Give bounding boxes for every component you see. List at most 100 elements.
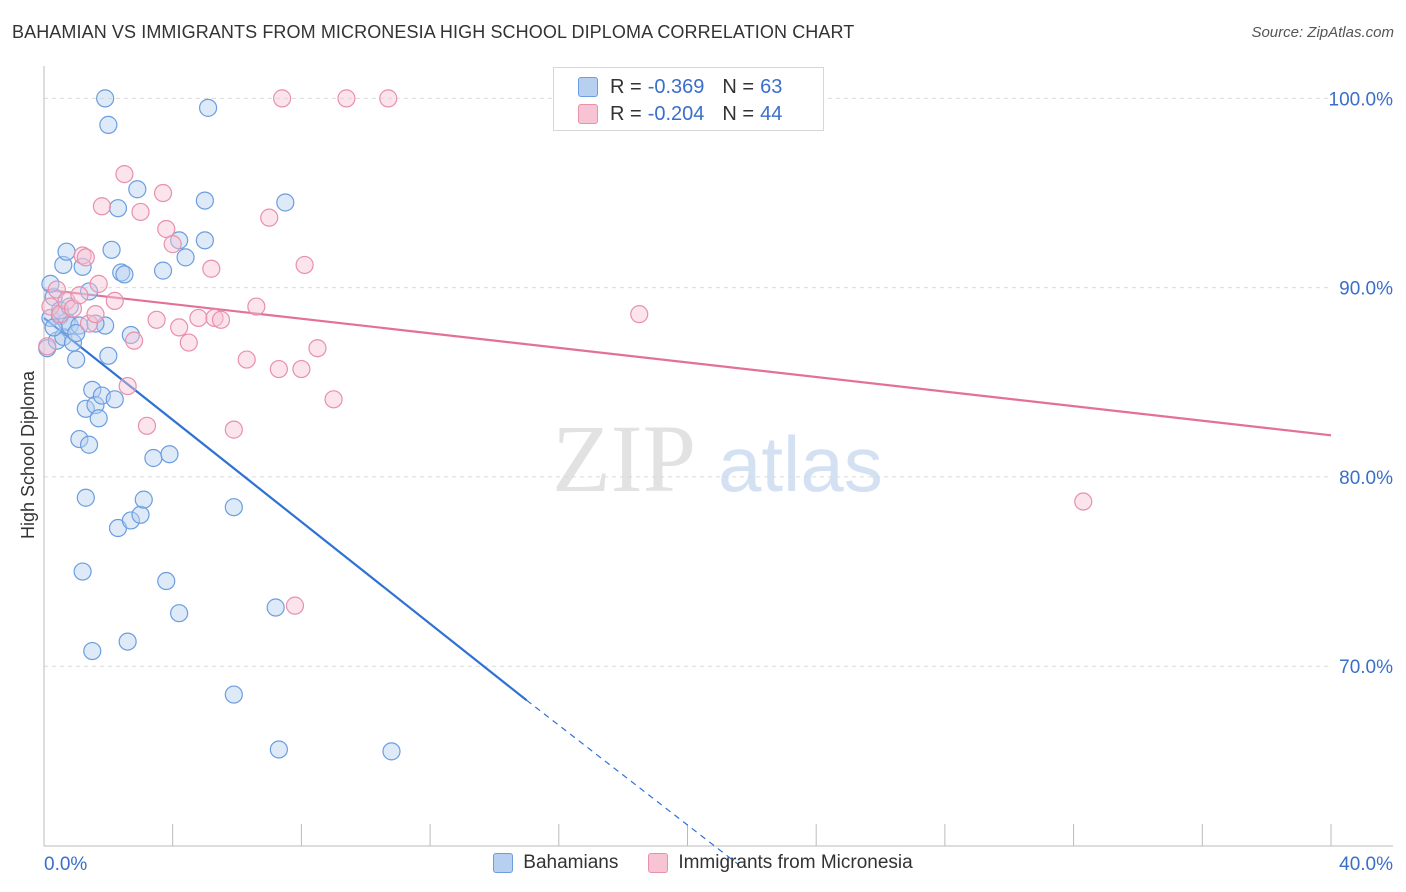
legend-n-value: 63	[760, 75, 783, 98]
point-bahamians	[76, 488, 95, 507]
y-tick-label: 90.0%	[1339, 279, 1393, 300]
point-bahamians	[79, 282, 99, 301]
legend-r-label: R =	[610, 75, 642, 98]
point-micronesia	[124, 331, 144, 350]
point-bahamians	[276, 193, 295, 212]
legend-r-label: R =	[610, 102, 642, 125]
point-micronesia	[247, 297, 266, 316]
point-bahamians	[176, 248, 195, 267]
point-micronesia	[118, 376, 137, 396]
point-bahamians	[134, 490, 153, 509]
point-bahamians	[118, 632, 137, 651]
point-bahamians	[99, 346, 118, 365]
y-axis-title: High School Diploma	[18, 370, 38, 539]
point-bahamians	[73, 562, 92, 581]
point-bahamians	[89, 409, 108, 428]
chart-title: BAHAMIAN VS IMMIGRANTS FROM MICRONESIA H…	[12, 22, 855, 42]
point-bahamians	[86, 314, 105, 333]
point-bahamians	[115, 265, 134, 284]
point-bahamians	[67, 350, 86, 369]
point-bahamians	[382, 742, 401, 761]
point-bahamians	[198, 98, 218, 117]
data-points	[38, 89, 1093, 761]
series-legend: Bahamians Immigrants from Micronesia	[0, 852, 1406, 874]
legend-swatch-blue	[493, 853, 514, 873]
legend-r-value: -0.369	[647, 75, 705, 98]
point-bahamians	[67, 323, 86, 343]
trend-line-bahamians-extension	[526, 699, 740, 866]
point-micronesia	[131, 202, 150, 222]
legend-item-micronesia[interactable]: Immigrants from Micronesia	[648, 852, 913, 874]
point-bahamians	[121, 511, 140, 530]
x-tick-label: 40.0%	[1339, 854, 1393, 875]
point-micronesia	[163, 235, 182, 254]
watermark: ZIP atlas	[552, 405, 883, 512]
axes	[43, 66, 1393, 847]
point-micronesia	[157, 219, 176, 239]
legend-row-bahamians: R = -0.369 N = 63	[578, 73, 782, 101]
point-bahamians	[99, 115, 118, 134]
point-bahamians	[70, 429, 89, 449]
point-micronesia	[38, 337, 57, 356]
point-micronesia	[79, 314, 99, 333]
point-micronesia	[147, 310, 166, 329]
point-micronesia	[170, 318, 189, 337]
point-bahamians	[112, 263, 131, 282]
point-micronesia	[630, 305, 649, 324]
legend-n-value: 44	[760, 102, 783, 125]
point-bahamians	[153, 261, 173, 280]
point-bahamians	[105, 390, 124, 409]
point-micronesia	[89, 274, 108, 293]
legend-r-value: -0.204	[647, 102, 705, 125]
trend-lines	[43, 288, 1332, 866]
legend-n-label: N =	[722, 75, 755, 98]
point-micronesia	[70, 286, 89, 305]
legend-row-micronesia: R = -0.204 N = 44	[578, 100, 782, 128]
trend-line-micronesia	[43, 288, 1332, 437]
y-tick-label: 100.0%	[1329, 89, 1394, 110]
point-bahamians	[224, 498, 243, 517]
point-bahamians	[108, 199, 128, 218]
point-bahamians	[76, 399, 95, 418]
point-bahamians	[102, 240, 121, 259]
point-micronesia	[189, 308, 208, 328]
legend-label-bahamians: Bahamians	[523, 852, 619, 873]
x-tick-label: 0.0%	[44, 854, 87, 875]
watermark-zip: ZIP	[552, 405, 696, 512]
point-micronesia	[269, 359, 288, 379]
point-bahamians	[195, 231, 214, 250]
point-micronesia	[105, 291, 124, 311]
tick-labels: 70.0% 80.0% 90.0% 100.0% 0.0% 40.0% High Schoo…	[18, 89, 1393, 875]
y-tick-label: 80.0%	[1339, 468, 1393, 489]
point-micronesia	[92, 197, 112, 216]
legend-swatch-pink	[648, 853, 669, 873]
point-micronesia	[41, 297, 60, 316]
stats-legend: R = -0.369 N = 63 R = -0.204 N = 44	[553, 67, 824, 131]
point-micronesia	[260, 208, 279, 227]
point-micronesia	[285, 596, 305, 615]
point-bahamians	[128, 180, 147, 199]
trend-line-bahamians	[43, 317, 528, 702]
point-bahamians	[131, 505, 150, 524]
point-micronesia	[295, 255, 314, 275]
point-micronesia	[337, 89, 356, 108]
point-bahamians	[157, 571, 176, 591]
point-micronesia	[205, 308, 224, 328]
point-micronesia	[73, 246, 92, 265]
point-micronesia	[179, 333, 198, 352]
legend-item-bahamians[interactable]: Bahamians	[493, 852, 618, 874]
point-bahamians	[269, 740, 288, 759]
point-bahamians	[83, 641, 102, 661]
point-micronesia	[211, 310, 231, 329]
gridlines	[44, 97, 1331, 667]
point-micronesia	[324, 390, 343, 409]
point-micronesia	[202, 259, 221, 278]
y-tick-label: 70.0%	[1339, 657, 1393, 678]
point-bahamians	[83, 380, 102, 399]
point-bahamians	[79, 435, 99, 454]
point-bahamians	[224, 685, 243, 704]
point-micronesia	[379, 89, 398, 108]
point-bahamians	[266, 598, 285, 617]
point-bahamians	[96, 89, 115, 108]
